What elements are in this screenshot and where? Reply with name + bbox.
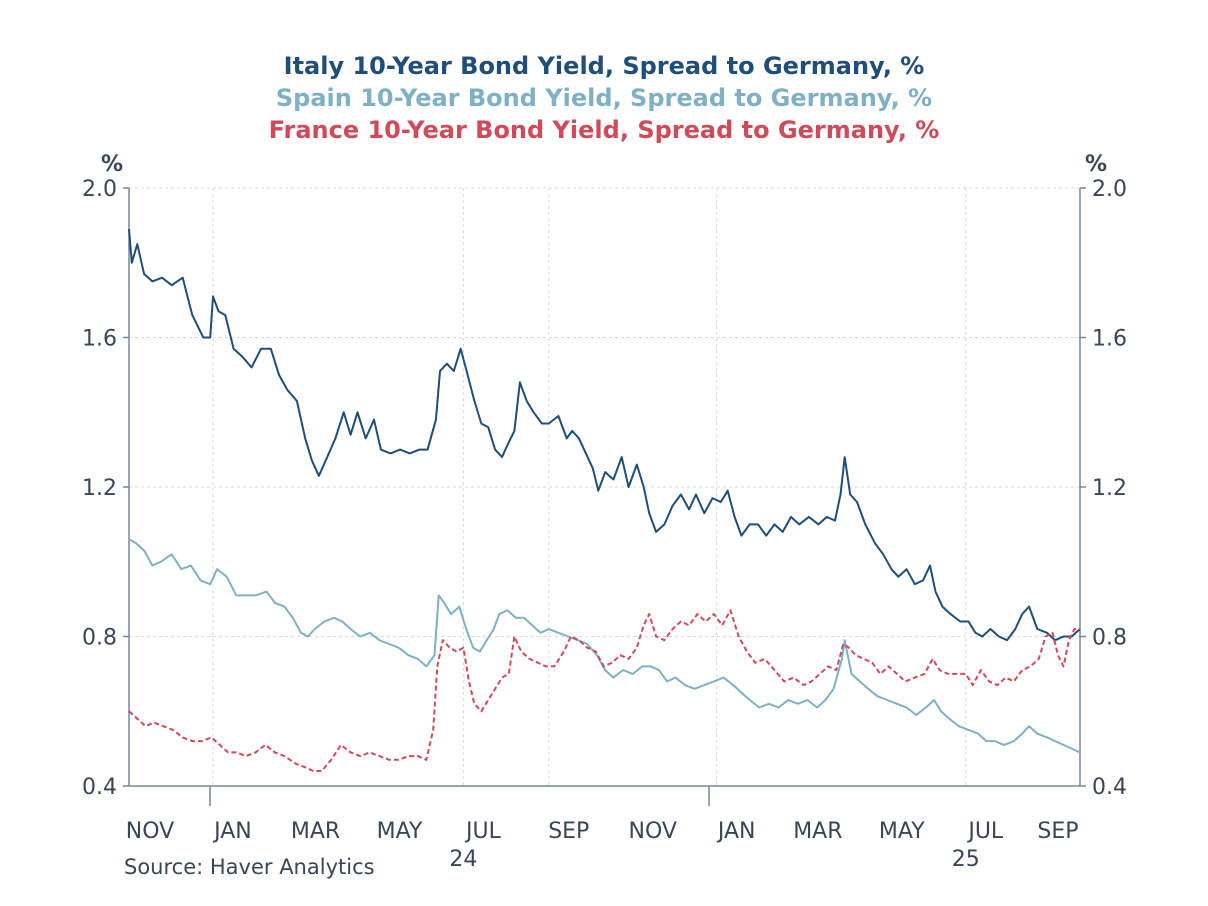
x-tick-label: MAY — [377, 819, 423, 844]
x-year-label: 24 — [449, 847, 477, 872]
y-tick-label-left: 1.6 — [82, 327, 117, 352]
y-tick-label-left: 0.8 — [82, 626, 117, 651]
y-tick-label-right: 1.6 — [1092, 327, 1127, 352]
series-lines — [128, 229, 1081, 772]
x-tick-label: MAY — [879, 819, 925, 844]
series-line-france — [128, 609, 1080, 772]
series-line-spain — [128, 538, 1081, 754]
x-year-label: 25 — [952, 847, 980, 872]
source-note: Source: Haver Analytics — [124, 855, 375, 879]
title-spain: Spain 10-Year Bond Yield, Spread to Germ… — [275, 84, 933, 112]
y-tick-label-right: 2.0 — [1092, 177, 1127, 202]
axes: % % — [101, 152, 1107, 806]
gridlines — [123, 187, 1086, 787]
right-unit-label: % — [1085, 152, 1107, 177]
x-tick-label: NOV — [126, 819, 174, 844]
y-tick-label-left: 2.0 — [82, 177, 117, 202]
chart-titles: Italy 10-Year Bond Yield, Spread to Germ… — [0, 50, 1208, 146]
y-tick-label-left: 1.2 — [82, 476, 117, 501]
series-line-italy — [128, 229, 1081, 642]
x-tick-label: JUL — [464, 819, 502, 844]
x-tick-label: JAN — [212, 819, 252, 844]
x-tick-label: MAR — [793, 819, 842, 844]
title-france: France 10-Year Bond Yield, Spread to Ger… — [268, 116, 940, 144]
y-tick-label-left: 0.4 — [82, 775, 117, 800]
x-tick-label: JAN — [716, 819, 756, 844]
x-tick-labels: NOV JAN MAR MAY JUL 24 SEP NOV JAN MAR MAY JUL 25 SEP — [126, 819, 1079, 872]
y-tick-label-right: 1.2 — [1092, 476, 1127, 501]
title-italy: Italy 10-Year Bond Yield, Spread to Germ… — [283, 52, 925, 80]
y-tick-label-right: 0.8 — [1092, 626, 1127, 651]
x-tick-label: SEP — [548, 819, 589, 844]
y-tick-labels: 2.0 2.0 1.6 1.6 1.2 1.2 0.8 0.8 0.4 0.4 — [82, 177, 1127, 800]
x-tick-label: SEP — [1037, 819, 1078, 844]
y-tick-label-right: 0.4 — [1092, 775, 1127, 800]
left-unit-label: % — [101, 152, 123, 177]
x-tick-label: NOV — [628, 819, 676, 844]
x-tick-label: JUL — [966, 819, 1004, 844]
x-tick-label: MAR — [291, 819, 340, 844]
